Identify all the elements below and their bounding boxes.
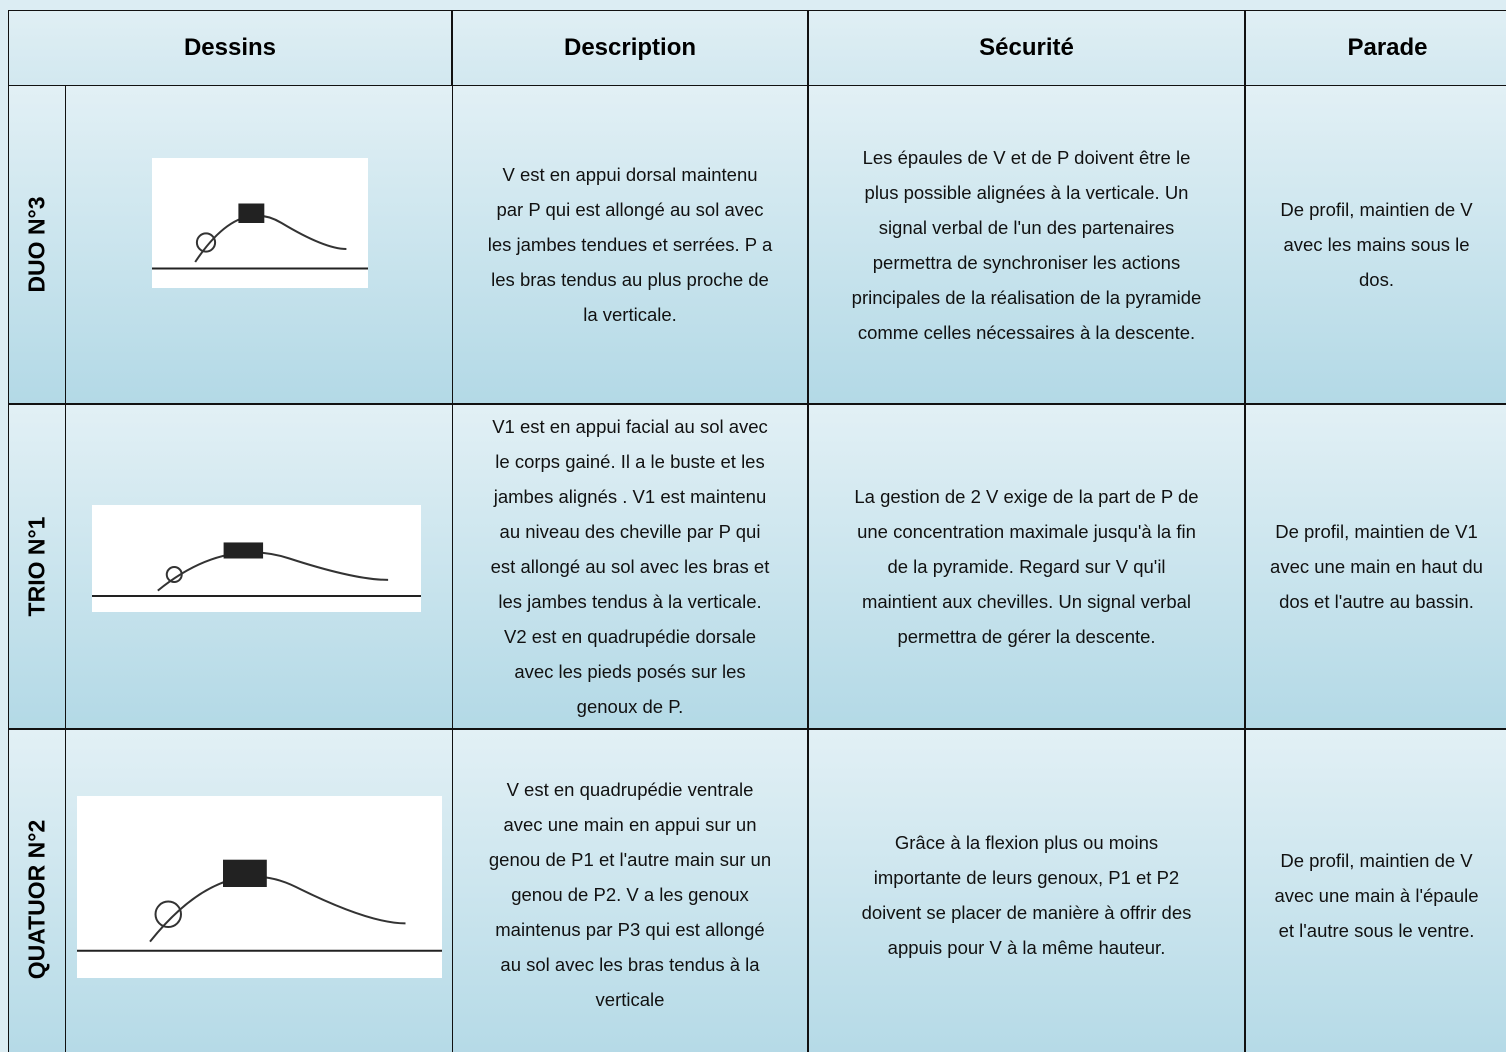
text-line: V2 est en quadrupédie dorsale — [504, 626, 756, 647]
text-cell: De profil, maintien de V avec les mains s… — [1245, 85, 1506, 404]
text-cell: V est en appui dorsal maintenu par P qui … — [452, 85, 808, 404]
text-line: dos et l'autre au bassin. — [1279, 591, 1474, 612]
text-line: avec une main en appui sur un — [503, 814, 757, 835]
header-cell: Description — [452, 10, 808, 86]
text-line: les jambes tendues et serrées. P a — [487, 234, 773, 255]
text-line: la verticale. — [583, 304, 677, 325]
text-line: jambes alignés . V1 est maintenu — [493, 486, 767, 507]
header-cell: Parade — [1245, 10, 1506, 86]
text-line: permettra de synchroniser les actions — [872, 251, 1181, 273]
text-line: La gestion de 2 V exige de la part de P … — [854, 486, 1199, 507]
text-line: Grâce à la flexion plus ou moins — [894, 832, 1159, 853]
text-line: appuis pour V à la même hauteur. — [887, 937, 1166, 958]
text-line: au sol avec les bras tendus à la — [500, 954, 760, 975]
text-line: genou de P1 et l'autre main sur un — [488, 849, 772, 870]
text-cell: V1 est en appui facial au sol avec le cor… — [452, 404, 808, 729]
text-line: les jambes tendus à la verticale. — [498, 591, 762, 612]
text-line: V est en appui dorsal maintenu — [502, 164, 758, 185]
text-line: Les épaules de V et de P doivent être le — [862, 146, 1191, 168]
text-line: De profil, maintien de V1 — [1275, 521, 1478, 542]
text-line: maintenus par P3 qui est allongé — [495, 919, 765, 940]
text-line: genoux de P. — [576, 696, 684, 717]
text-line: est allongé au sol avec les bras et — [490, 556, 770, 577]
text-line: genou de P2. V a les genoux — [511, 884, 749, 905]
text-line: De profil, maintien de V — [1280, 850, 1473, 871]
text-line: les bras tendus au plus proche de — [491, 269, 769, 290]
row-label-cell: TRIO N°1 — [8, 404, 66, 729]
text-line: et l'autre sous le ventre. — [1278, 920, 1475, 941]
text-line: importante de leurs genoux, P1 et P2 — [873, 867, 1180, 888]
text-line: avec les mains sous le — [1283, 234, 1470, 255]
text-line: permettra de gérer la descente. — [897, 626, 1156, 647]
text-line: une concentration maximale jusqu'à la fi… — [857, 521, 1196, 542]
text-cell: De profil, maintien de V avec une main à … — [1245, 729, 1506, 1052]
text-line: par P qui est allongé au sol avec — [496, 199, 764, 220]
text-line: plus possible alignées à la verticale. U… — [864, 181, 1189, 203]
text-cell: La gestion de 2 V exige de la part de P … — [808, 404, 1245, 729]
row-label: DUO N°3 — [23, 196, 50, 293]
drawing — [77, 796, 442, 978]
text-line: maintient aux chevilles. Un signal verba… — [861, 591, 1192, 612]
text-line: avec une main à l'épaule — [1274, 885, 1479, 906]
row-label: QUATUOR N°2 — [23, 819, 50, 980]
text-line: avec les pieds posés sur les — [514, 661, 746, 682]
text-line: V est en quadrupédie ventrale — [506, 779, 754, 800]
header-cell: Sécurité — [808, 10, 1245, 86]
text-cell: V est en quadrupédie ventrale avec une ma… — [452, 729, 808, 1052]
text-line: dos. — [1359, 269, 1394, 290]
drawing-sketch — [152, 203, 368, 270]
header-cell: Dessins — [8, 10, 452, 86]
row-label: TRIO N°1 — [23, 516, 50, 617]
text-cell: De profil, maintien de V1 avec une main e… — [1245, 404, 1506, 729]
row-label-cell: QUATUOR N°2 — [8, 729, 66, 1052]
text-line: comme celles nécessaires à la descente. — [857, 321, 1196, 343]
drawing-sketch — [92, 542, 421, 597]
text-line: verticale — [595, 989, 665, 1010]
drawing-sketch — [77, 859, 442, 952]
text-line: le corps gainé. Il a le buste et les — [495, 451, 765, 472]
row-label-cell: DUO N°3 — [8, 85, 66, 404]
text-line: de la pyramide. Regard sur V qu'il — [887, 556, 1166, 577]
text-line: De profil, maintien de V — [1280, 199, 1473, 220]
drawing — [152, 158, 368, 288]
text-line: avec une main en haut du — [1270, 556, 1483, 577]
text-line: signal verbal de l'un des partenaires — [878, 216, 1175, 238]
drawing — [92, 505, 421, 612]
text-line: au niveau des cheville par P qui — [499, 521, 761, 542]
text-line: principales de la réalisation de la pyra… — [851, 286, 1202, 308]
text-line: V1 est en appui facial au sol avec — [492, 416, 768, 437]
text-cell: Les épaules de V et de P doivent être le… — [808, 85, 1245, 404]
text-line: doivent se placer de manière à offrir de… — [861, 902, 1192, 923]
text-cell: Grâce à la flexion plus ou moins importan… — [808, 729, 1245, 1052]
